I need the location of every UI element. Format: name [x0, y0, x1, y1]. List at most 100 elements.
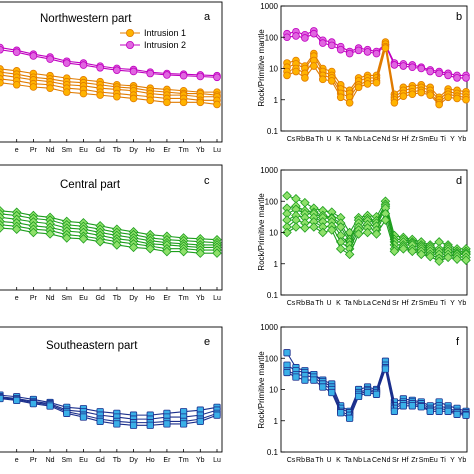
panel-d-xtick-7: Nb [353, 300, 362, 307]
panel-c-series-5-point-12 [195, 248, 206, 258]
panel-b-xtick-17: Y [450, 136, 455, 143]
panel-b-series-1-point-18 [444, 71, 452, 80]
panel-d-series-5-point-9 [362, 227, 373, 238]
panel-d-series-0-point-2 [300, 197, 310, 208]
panel-c-series-5-point-5 [78, 234, 89, 244]
panel-a-series-6-point-5 [79, 61, 88, 69]
legend-intrusion2-marker [126, 41, 135, 50]
panel-b-ytick-1: 100 [265, 33, 279, 42]
panel-a-series-6-point-11 [179, 71, 188, 80]
panel-f-xtick-16: Ti [440, 457, 446, 464]
panel-b-series-5-point-16 [426, 91, 435, 99]
panel-f-series-3-point-1 [292, 373, 300, 381]
panel-d-series-5-point-17 [434, 256, 444, 267]
panel-a-letter: a [204, 11, 211, 23]
panel-f-series-3-point-9 [363, 388, 372, 397]
panel-e-series-3-point-9 [146, 421, 154, 429]
panel-d-xtick-2: Ba [306, 300, 315, 307]
panel-a-series-4-point-3 [46, 84, 54, 92]
panel-f-xtick-15: Eu [429, 457, 438, 464]
panel-c-xtick-0: e [15, 295, 19, 302]
panel-a-frame [0, 1, 223, 143]
panel-f-series-3-point-15 [417, 403, 425, 411]
panel-c-series-5-point-6 [95, 236, 105, 247]
panel-c-xtick-7: Dy [129, 295, 138, 302]
panel-f-xtick-10: Nd [382, 457, 391, 464]
panel-d-xtick-11: Sr [392, 300, 400, 307]
panel-e-xtick-1: Pr [30, 457, 38, 464]
panel-b-series-1-point-9 [363, 48, 372, 56]
panel-f-xtick-18: Yb [458, 457, 467, 464]
panel-b-series-5-point-17 [435, 100, 443, 109]
panel-f-series-3-point-20 [462, 411, 470, 419]
panel-e-xtick-0: e [15, 457, 19, 464]
panel-c-series-5-point-4 [62, 233, 72, 243]
panel-b-ytick-3: 1 [274, 96, 279, 105]
panel-d-series-5-point-3 [309, 222, 319, 232]
panel-b-xtick-13: Zr [411, 136, 418, 143]
panel-c-series-5-point-8 [128, 242, 139, 253]
panel-b-series-1-point-16 [426, 67, 435, 76]
panel-c-title: Central part [60, 179, 121, 191]
panel-e-xtick-2: Nd [46, 457, 55, 464]
panel-b-series-1-point-8 [354, 46, 363, 55]
panel-d-ylabel: Rock/Primitive mantle [257, 193, 266, 271]
panel-a-series-6-point-12 [196, 72, 205, 81]
panel-f-xtick-6: Ta [344, 457, 352, 464]
panel-a-series-6-point-1 [12, 48, 21, 56]
panel-d-xtick-12: Hf [402, 300, 409, 307]
panel-e-xtick-10: Tm [179, 457, 189, 464]
panel-b-series-5-point-0 [283, 71, 291, 80]
panel-b-xtick-8: La [363, 136, 371, 143]
panel-e-series-3-point-13 [213, 411, 221, 419]
panel-f-xtick-12: Hf [402, 457, 409, 464]
panel-c-xtick-12: Lu [213, 295, 221, 302]
panel-d-series-5-point-15 [416, 249, 427, 260]
panel-f-ytick-3: 1 [274, 417, 279, 426]
panel-a-series-6-point-4 [62, 59, 71, 67]
panel-f-letter: f [456, 336, 460, 348]
panel-c-series-5-point-2 [28, 227, 39, 238]
panel-d-xtick-5: K [336, 300, 341, 307]
panel-d-series-5-point-16 [425, 251, 435, 262]
panel-b-series-1-point-13 [399, 62, 408, 70]
panel-f-xtick-14: Sm [419, 457, 430, 464]
panel-e-xtick-7: Dy [129, 457, 138, 464]
panel-d-series-5-point-5 [326, 225, 337, 235]
panel-a-series-4-point-11 [179, 98, 188, 107]
panel-e-xtick-4: Eu [79, 457, 88, 464]
panel-b-xtick-11: Sr [392, 136, 400, 143]
panel-a-xtick-11: Yb [196, 147, 205, 154]
panel-b-xtick-18: Yb [458, 136, 467, 143]
panel-b-series-1-point-15 [417, 64, 426, 73]
panel-e-series-3-point-3 [46, 402, 54, 410]
panel-f-series-3-point-5 [328, 388, 336, 397]
panel-d-ytick-2: 10 [269, 229, 278, 238]
panel-a-xtick-7: Dy [129, 147, 138, 154]
panel-f-ytick-2: 10 [269, 386, 278, 395]
panel-f-xtick-3: Th [315, 457, 323, 464]
panel-c-letter: c [204, 175, 210, 187]
panel-e-series-3-point-11 [180, 420, 188, 428]
panel-b-series-5-point-12 [390, 98, 399, 107]
panel-e-xtick-5: Gd [95, 457, 104, 464]
panel-b-series-5-point-11 [381, 44, 390, 52]
panel-f-series-3-point-17 [435, 407, 443, 415]
panel-b-series-1-point-20 [462, 74, 470, 82]
panel-c-series-5-point-11 [178, 246, 189, 257]
panel-c-xtick-8: Ho [146, 295, 155, 302]
panel-e-series-3-point-12 [196, 417, 204, 426]
panel-f-series-3-point-0 [283, 368, 291, 377]
panel-f-series-3-point-2 [301, 376, 309, 384]
panel-a-xtick-9: Er [163, 147, 171, 154]
panel-a-series-4-point-5 [79, 89, 88, 98]
panel-a-xtick-0: e [15, 147, 19, 154]
panel-a-xtick-1: Pr [30, 147, 38, 154]
panel-f-series-3-point-4 [319, 383, 327, 391]
panel-a-series-6-point-6 [96, 64, 104, 72]
legend-intrusion1-marker [126, 28, 135, 37]
panel-d-xtick-17: Y [450, 300, 455, 307]
panel-f-ylabel: Rock/Primitive mantle [257, 351, 266, 429]
panel-b-xtick-9: Ce [372, 136, 381, 143]
